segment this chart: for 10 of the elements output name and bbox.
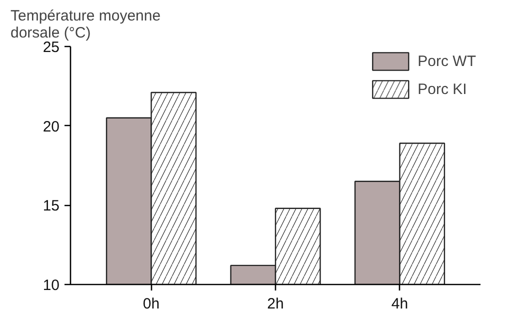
x-tick-label: 2h: [267, 296, 284, 312]
y-tick-label: 20: [42, 118, 60, 136]
y-tick-label: 10: [42, 277, 60, 294]
y-axis-title: Température moyenne dorsale (°C): [10, 8, 161, 42]
x-tick-label: 0h: [142, 296, 160, 312]
legend-label: Porc WT: [418, 52, 476, 70]
x-tick-label: 4h: [391, 296, 408, 312]
y-tick-label: 15: [42, 198, 60, 215]
legend-label: Porc KI: [418, 80, 467, 98]
y-tick-label: 25: [42, 39, 60, 56]
